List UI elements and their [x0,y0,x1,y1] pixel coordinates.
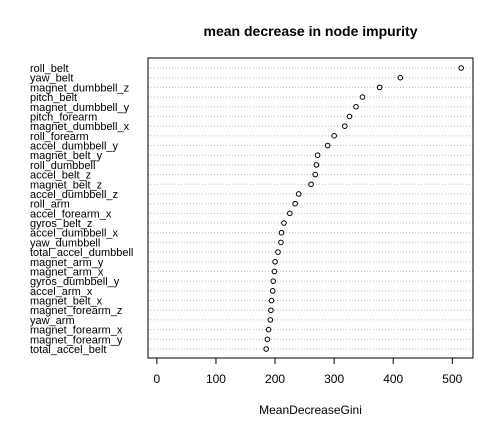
data-point-roll-belt [458,65,464,71]
x-tick-label: 0 [154,372,161,386]
category-label: gyros_dumbbell_y [30,276,120,288]
category-label: magnet_belt_y [30,150,103,162]
category-label: roll_dumbbell [30,160,95,172]
data-point-yaw-arm [267,317,274,323]
data-point-accel-arm-x [269,288,276,294]
category-label: magnet_arm_x [30,266,104,278]
data-point-pitch-belt [359,94,366,100]
x-axis: 0 100 200 300 400 500 [154,358,463,386]
x-tick-label: 500 [442,372,462,386]
data-point-roll-arm [292,200,298,207]
category-label: pitch_belt [30,92,77,104]
category-label: magnet_dumbbell_x [30,121,130,133]
category-label: total_accel_dumbbell [30,247,133,259]
data-point-accel-dumbbell-x [278,229,285,236]
category-label: yaw_dumbbell [30,237,100,249]
data-point-magnet-forearm-y [264,336,271,343]
data-point-accel-forearm-x [287,210,293,217]
category-label: yaw_belt [30,73,73,85]
category-label: magnet_arm_y [30,257,104,269]
category-label: accel_forearm_x [30,208,112,220]
data-point-accel-dumbbell-y [324,142,331,149]
data-point-pitch-forearm [346,113,353,120]
data-point-roll-forearm [331,133,337,139]
data-point-yaw-belt [397,74,404,81]
plot-frame [147,57,474,359]
category-label: magnet_forearm_z [30,305,122,317]
category-label: pitch_forearm [30,111,97,123]
x-axis-label: MeanDecreaseGini [259,403,362,417]
data-point-magnet-belt-z [308,181,314,188]
category-label: magnet_dumbbell_y [30,102,130,114]
category-label: accel_belt_z [30,170,91,182]
gridlines [148,67,473,350]
data-point-magnet-forearm-z [268,307,274,314]
data-point-magnet-dumbbell-z [376,84,383,91]
data-points [263,65,464,352]
category-label: roll_forearm [30,131,89,143]
data-point-magnet-belt-x [268,297,275,304]
category-label: accel_dumbbell_x [30,228,119,240]
data-point-magnet-forearm-x [265,326,272,333]
category-label: total_accel_belt [30,344,106,356]
category-label: roll_arm [30,199,70,211]
data-point-magnet-arm-y [272,258,278,265]
data-point-yaw-dumbbell [278,239,284,246]
category-label: accel_arm_x [30,286,93,298]
chart-title: mean decrease in node impurity [204,23,418,39]
category-label: magnet_belt_z [30,179,102,191]
category-labels: roll_beltyaw_beltmagnet_dumbbell_zpitch_… [30,63,133,356]
category-label: magnet_forearm_x [30,325,123,337]
data-point-total-accel-dumbbell [275,249,281,255]
category-label: gyros_belt_z [30,218,92,230]
data-point-accel-belt-z [312,171,319,178]
category-label: accel_dumbbell_z [30,189,118,201]
category-label: yaw_arm [30,315,75,327]
x-tick-label: 300 [324,372,344,386]
data-point-gyros-belt-z [281,220,287,226]
data-point-magnet-dumbbell-x [341,123,348,129]
category-label: magnet_dumbbell_z [30,82,129,94]
data-point-total-accel-belt [263,346,269,352]
category-label: accel_dumbbell_y [30,141,119,153]
data-point-magnet-arm-x [271,268,278,275]
x-tick-label: 100 [206,372,226,386]
data-point-gyros-dumbbell-y [270,278,277,284]
data-point-accel-dumbbell-z [295,191,302,197]
category-label: magnet_forearm_y [30,334,123,346]
x-tick-label: 200 [265,372,285,386]
data-point-magnet-dumbbell-y [353,103,359,110]
data-point-magnet-belt-y [314,152,321,159]
data-point-roll-dumbbell [313,162,320,168]
category-label: magnet_belt_x [30,296,103,308]
x-tick-label: 400 [383,372,403,386]
category-label: roll_belt [30,63,69,75]
